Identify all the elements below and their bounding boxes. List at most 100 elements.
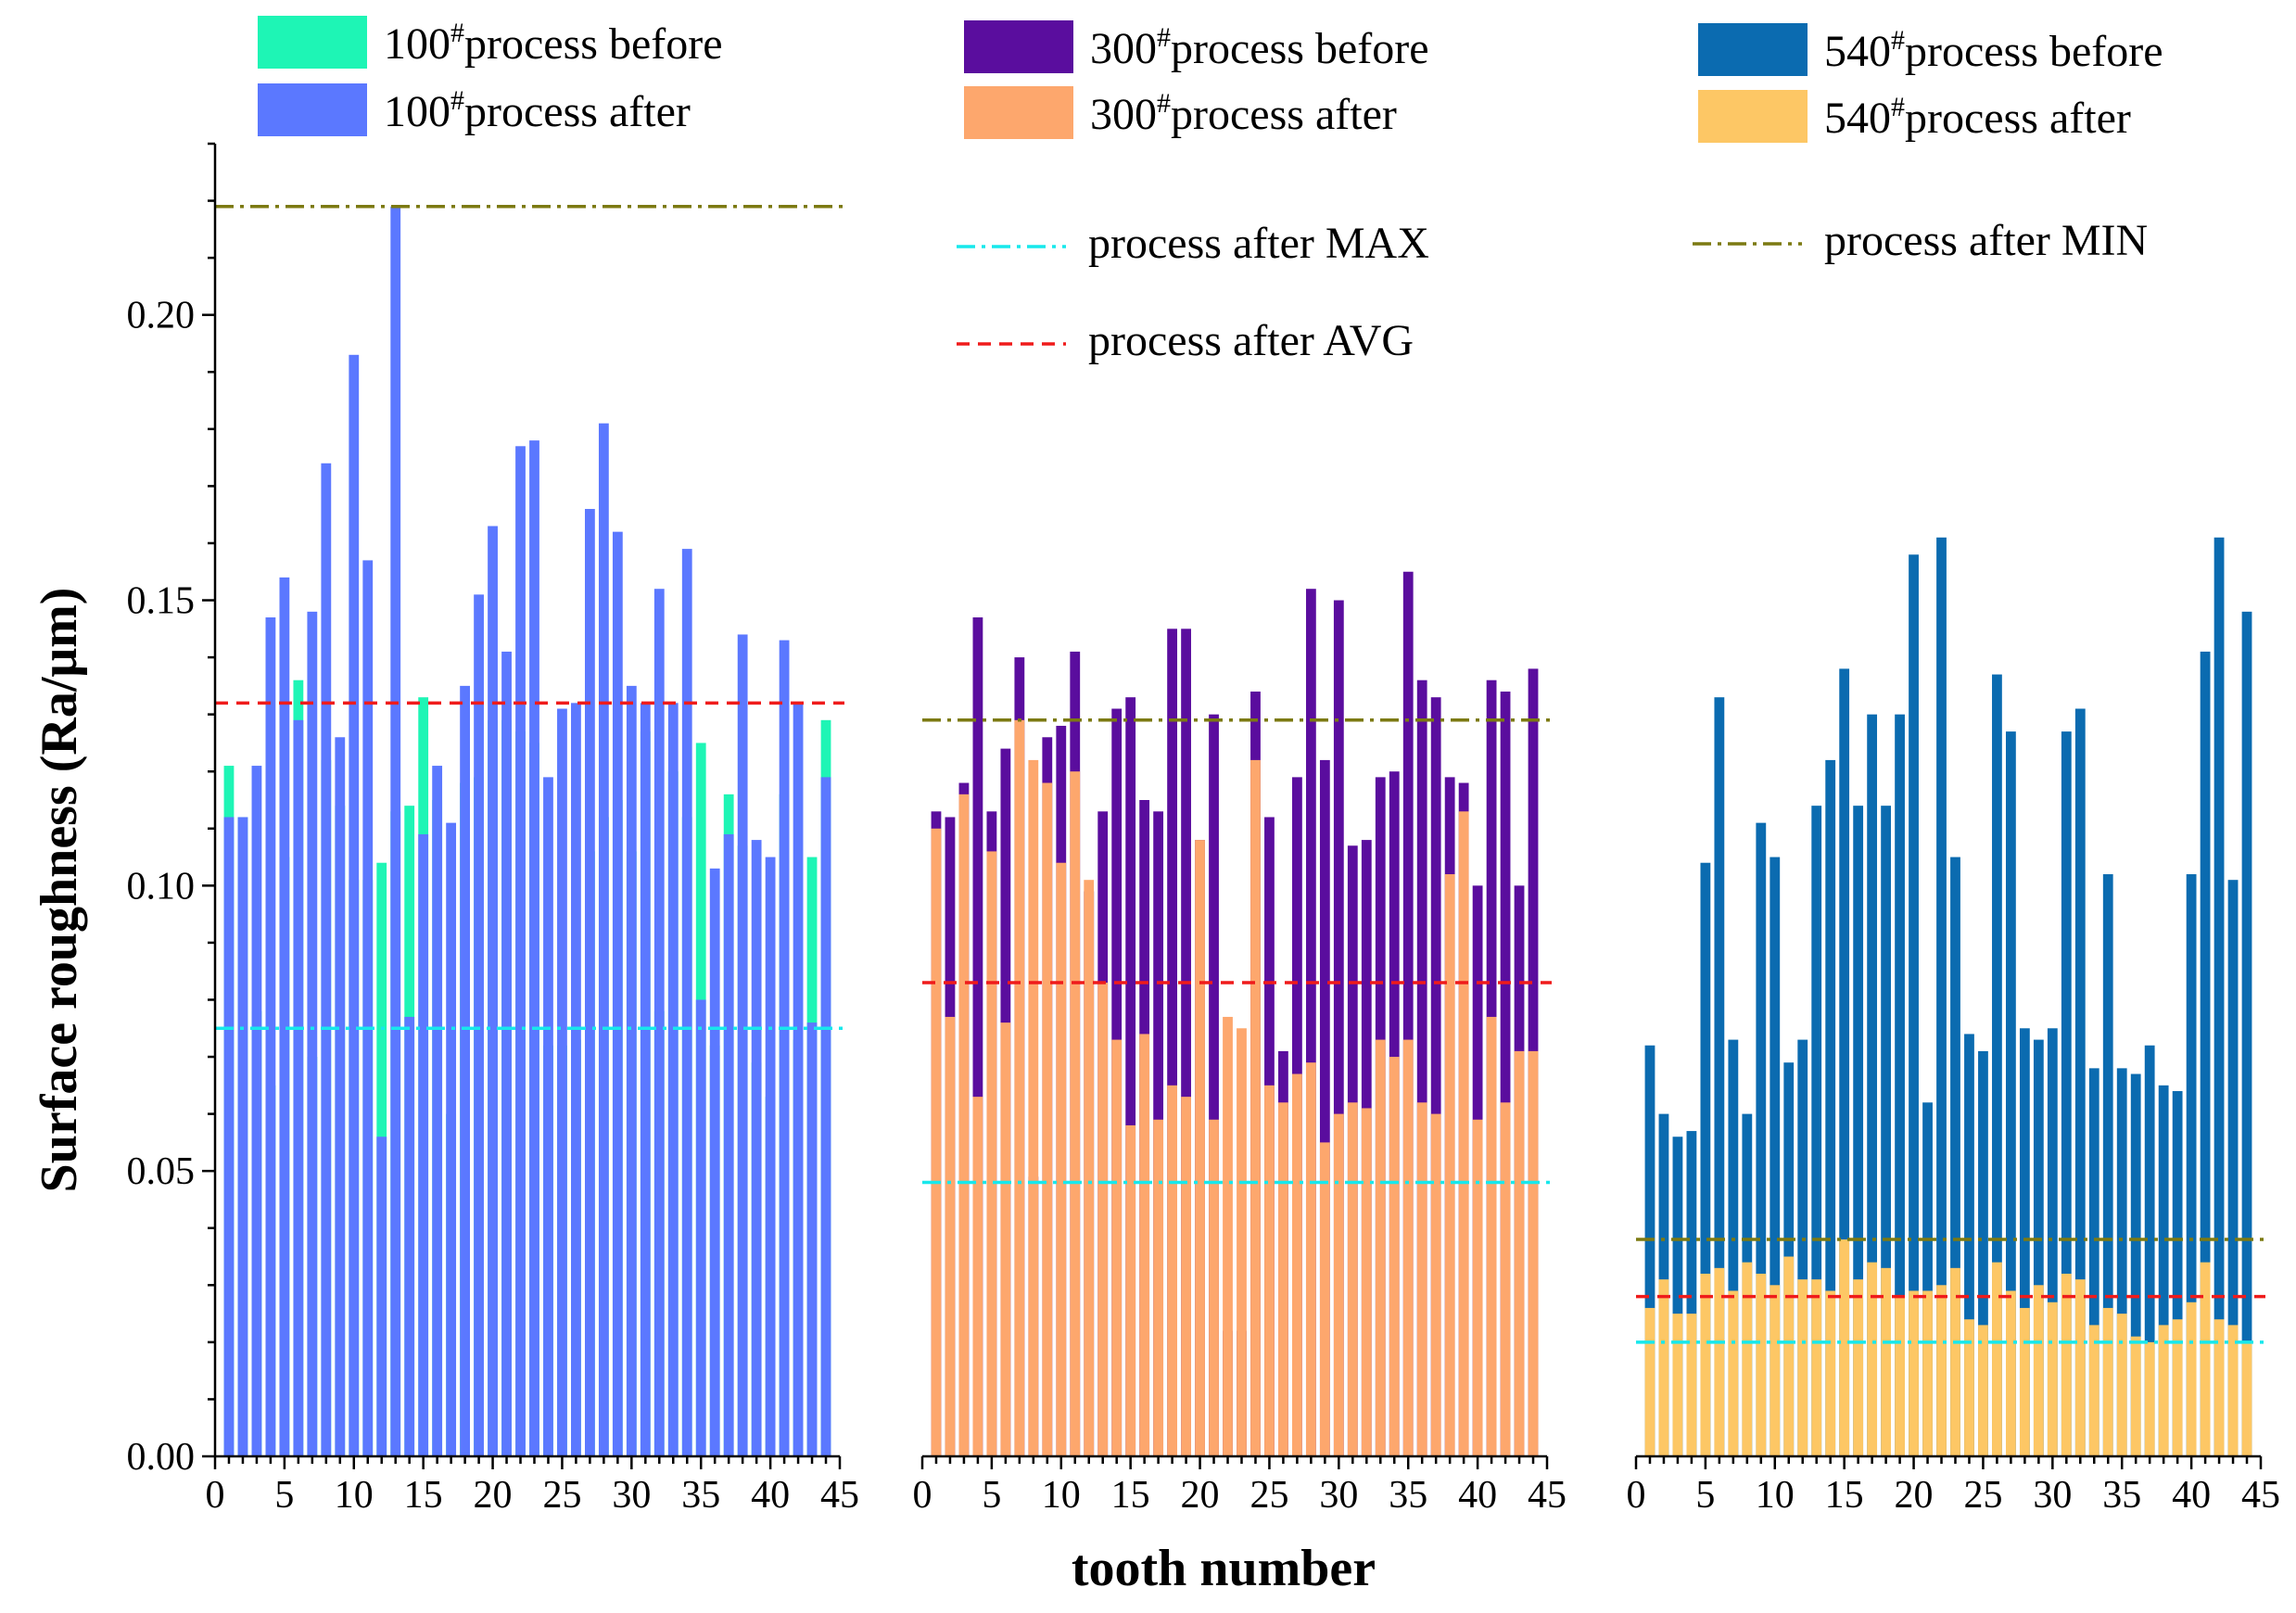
bar-300-after-tooth-41 <box>1486 1016 1497 1456</box>
bar-300-before-tooth-15 <box>1125 697 1136 1456</box>
bar-100-after-tooth-6 <box>293 719 304 1456</box>
bar-540-after-tooth-40 <box>2186 1302 2197 1456</box>
bar-300-after-tooth-16 <box>1139 1034 1150 1456</box>
bar-540-before-tooth-23 <box>1950 857 1960 1456</box>
bar-540-before-tooth-17 <box>1867 714 1878 1456</box>
bar-540-before-tooth-31 <box>2061 731 2072 1456</box>
x-tick-label: 35 <box>2102 1474 2141 1517</box>
legend-swatch-1 <box>258 16 367 69</box>
x-tick-label: 25 <box>1963 1474 2002 1517</box>
bar-300-after-tooth-12 <box>1084 880 1095 1456</box>
bar-300-after-tooth-30 <box>1333 1113 1344 1456</box>
bar-540-before-tooth-22 <box>1936 537 1947 1456</box>
x-tick-label: 5 <box>1695 1474 1715 1517</box>
bar-100-after-tooth-2 <box>237 817 248 1456</box>
bar-300-before-tooth-36 <box>1416 679 1427 1456</box>
bar-540-after-tooth-17 <box>1867 1262 1878 1456</box>
bar-300-after-tooth-25 <box>1264 1085 1275 1456</box>
bar-300-after-tooth-23 <box>1237 1028 1247 1456</box>
x-tick-label: 0 <box>913 1474 932 1517</box>
bar-300-after-tooth-13 <box>1097 983 1109 1456</box>
bar-540-after-tooth-43 <box>2227 1325 2239 1456</box>
bar-100-after-tooth-34 <box>681 549 692 1456</box>
bar-100-after-tooth-13 <box>390 206 401 1457</box>
bar-540-after-tooth-15 <box>1839 1239 1850 1456</box>
bar-300-after-tooth-43 <box>1514 1050 1525 1456</box>
bar-540-after-tooth-26 <box>1992 1262 2002 1456</box>
bar-300-after-tooth-31 <box>1347 1102 1358 1456</box>
bar-540-after-tooth-30 <box>2047 1302 2058 1456</box>
y-axis-label: Surface roughness (Ra/μm) <box>31 588 88 1193</box>
bar-300-after-tooth-21 <box>1209 1119 1219 1456</box>
bar-540-after-tooth-8 <box>1742 1262 1753 1456</box>
bar-540-before-tooth-7 <box>1728 1039 1739 1456</box>
legend-swatch-3 <box>964 20 1073 73</box>
bar-540-after-tooth-11 <box>1783 1256 1795 1456</box>
legend-label-8: process after AVG <box>1088 316 1414 365</box>
bar-540-before-tooth-12 <box>1797 1039 1808 1456</box>
bar-540-after-tooth-33 <box>2088 1325 2099 1456</box>
bar-540-after-tooth-2 <box>1658 1279 1669 1456</box>
bar-300-after-tooth-44 <box>1528 1050 1539 1456</box>
bar-300-after-tooth-40 <box>1472 1119 1483 1456</box>
bar-300-after-tooth-19 <box>1181 1097 1191 1456</box>
bar-540-after-tooth-23 <box>1950 1267 1960 1456</box>
x-tick-label: 40 <box>2172 1474 2211 1517</box>
bar-540-after-tooth-38 <box>2158 1325 2169 1456</box>
y-tick-label: 0.15 <box>127 580 196 623</box>
bar-100-after-tooth-16 <box>432 766 443 1456</box>
bar-540-after-tooth-32 <box>2074 1279 2086 1456</box>
bar-300-after-tooth-38 <box>1444 874 1455 1456</box>
bar-300-after-tooth-28 <box>1305 1062 1316 1456</box>
bar-540-after-tooth-3 <box>1672 1314 1683 1456</box>
bar-540-after-tooth-39 <box>2172 1319 2183 1456</box>
x-tick-label: 10 <box>1042 1474 1081 1517</box>
legend-label-9: process after MIN <box>1824 216 2148 265</box>
bar-100-after-tooth-22 <box>515 446 526 1456</box>
bar-100-after-tooth-23 <box>529 440 539 1456</box>
bar-540-before-tooth-37 <box>2144 1045 2155 1456</box>
bar-300-before-tooth-37 <box>1430 697 1441 1456</box>
bar-300-after-tooth-24 <box>1250 759 1261 1456</box>
bar-540-after-tooth-36 <box>2130 1336 2141 1456</box>
axes-layer: 0 5 10 15 20 25 30 35 40 45 0 5 10 15 20 25 30 35 40 45 0 5 10… <box>127 142 2280 1517</box>
bar-300-after-tooth-34 <box>1389 1057 1400 1456</box>
bar-100-after-tooth-28 <box>598 423 609 1456</box>
x-tick-label: 30 <box>1319 1474 1358 1517</box>
bar-540-after-tooth-18 <box>1881 1267 1891 1456</box>
bar-540-before-tooth-25 <box>1978 1050 1988 1456</box>
y-tick-label: 0.05 <box>127 1150 196 1193</box>
bar-540-after-tooth-20 <box>1909 1290 1919 1456</box>
bar-100-after-tooth-35 <box>695 999 706 1456</box>
bar-100-after-tooth-36 <box>709 868 720 1456</box>
bar-100-after-tooth-12 <box>376 1137 387 1456</box>
bar-540-before-tooth-44 <box>2241 611 2252 1456</box>
bar-300-after-tooth-20 <box>1195 840 1205 1456</box>
bar-100-after-tooth-24 <box>543 777 553 1456</box>
bar-540-after-tooth-10 <box>1770 1285 1781 1456</box>
bar-300-after-tooth-7 <box>1014 719 1025 1456</box>
bar-540-after-tooth-22 <box>1936 1285 1947 1456</box>
bar-300-after-tooth-4 <box>972 1097 983 1456</box>
bar-100-after-tooth-20 <box>488 526 498 1456</box>
bar-540-before-tooth-13 <box>1811 806 1822 1456</box>
bar-540-after-tooth-6 <box>1714 1267 1725 1456</box>
x-tick-label: 0 <box>1627 1474 1646 1517</box>
bar-300-after-tooth-5 <box>986 851 997 1456</box>
bar-540-before-tooth-16 <box>1853 806 1864 1456</box>
x-tick-label: 20 <box>1181 1474 1220 1517</box>
x-tick-label: 45 <box>820 1474 859 1517</box>
bar-540-after-tooth-7 <box>1728 1290 1739 1456</box>
bar-100-after-tooth-40 <box>765 857 776 1456</box>
bar-540-after-tooth-42 <box>2214 1319 2225 1456</box>
bar-540-after-tooth-44 <box>2241 1341 2252 1456</box>
bar-540-before-tooth-38 <box>2158 1085 2169 1456</box>
bar-100-after-tooth-3 <box>251 766 262 1456</box>
bar-540-after-tooth-27 <box>2006 1290 2016 1456</box>
bar-540-after-tooth-29 <box>2033 1285 2044 1456</box>
bar-300-after-tooth-35 <box>1402 1039 1414 1456</box>
bar-300-after-tooth-42 <box>1500 1102 1511 1456</box>
bar-540-before-tooth-32 <box>2074 708 2086 1456</box>
bar-300-after-tooth-3 <box>958 794 970 1456</box>
